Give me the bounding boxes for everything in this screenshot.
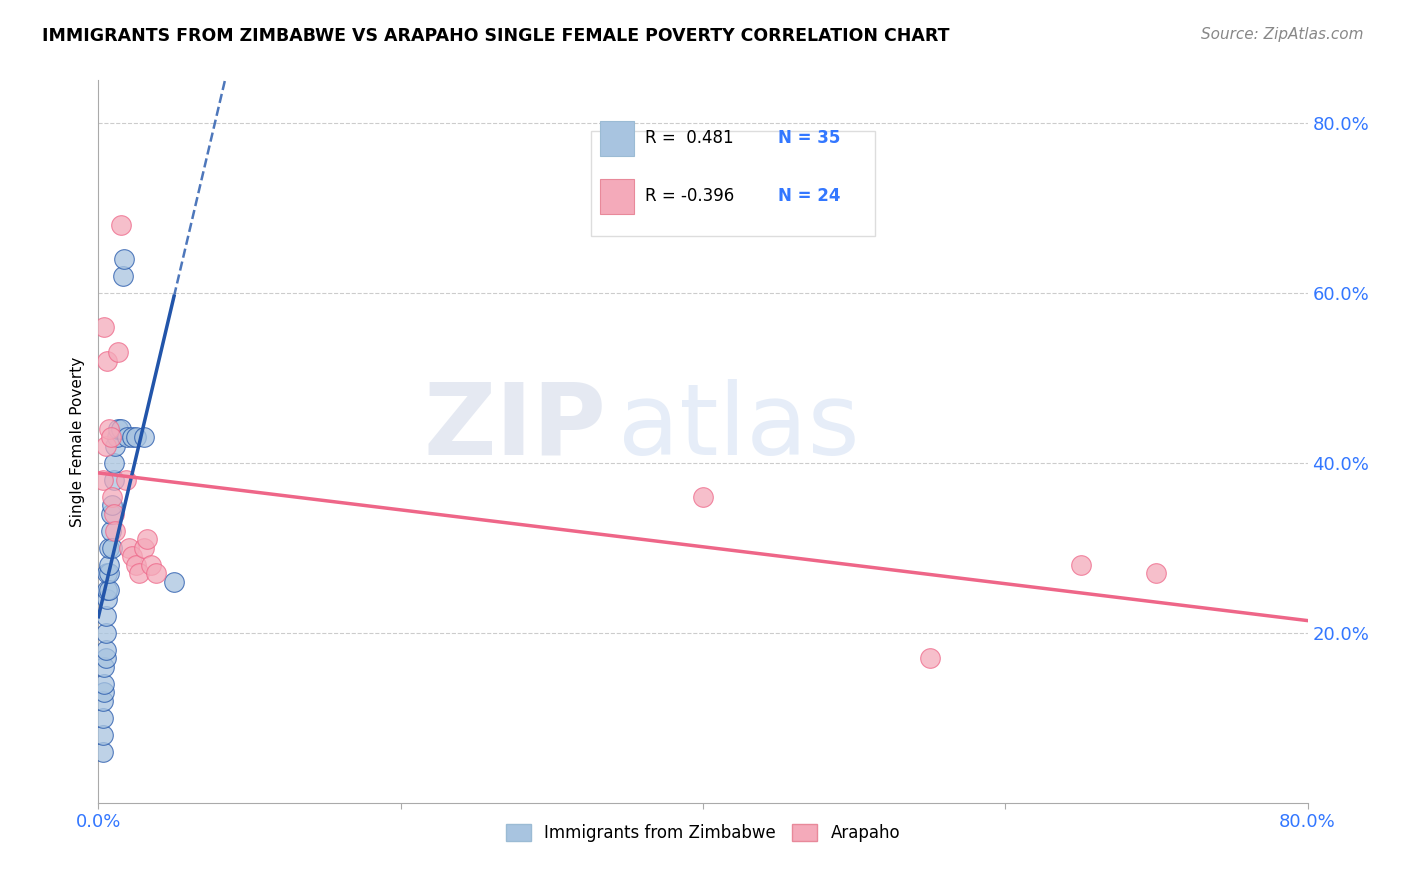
Point [121,549,143,564]
Point [103,456,125,470]
Text: ZIP: ZIP [423,378,606,475]
Point [98,422,121,436]
Point [93,677,115,691]
Text: IMMIGRANTS FROM ZIMBABWE VS ARAPAHO SINGLE FEMALE POVERTY CORRELATION CHART: IMMIGRANTS FROM ZIMBABWE VS ARAPAHO SING… [42,27,949,45]
Bar [600,179,634,214]
Point [103,507,125,521]
Point [111,268,134,283]
Point [1144,566,1167,581]
Point [94,651,117,665]
Text: atlas: atlas [619,378,860,475]
Point [115,430,138,444]
Y-axis label: Single Female Poverty: Single Female Poverty [69,357,84,526]
Point [91,473,114,487]
Point [135,533,157,547]
Point [96,353,118,368]
Point [105,430,128,444]
Point [128,566,150,581]
Point [100,507,122,521]
Bar [600,121,634,156]
Point [1070,558,1092,572]
Point [98,566,121,581]
Text: N = 35: N = 35 [778,129,841,147]
Point [107,345,129,359]
Point [141,558,163,572]
Point [91,745,114,759]
Point [125,430,148,444]
Point [96,583,118,598]
Point [101,498,124,512]
Text: R =  0.481: R = 0.481 [645,129,734,147]
Point [101,490,124,504]
Point [93,685,115,699]
Point [100,524,122,538]
Point [96,591,118,606]
Point [110,422,132,436]
Point [96,566,118,581]
Point [118,541,141,555]
Point [692,490,714,504]
Point [98,541,121,555]
Point [132,541,155,555]
Text: N = 24: N = 24 [778,187,841,205]
Point [94,439,117,453]
Point [94,642,117,657]
Point [125,558,148,572]
Point [93,319,115,334]
Point [100,430,122,444]
Point [94,625,117,640]
FancyBboxPatch shape [591,131,875,235]
Point [163,574,186,589]
Point [104,524,127,538]
Point [145,566,167,581]
Point [91,711,114,725]
Point [114,473,136,487]
Point [98,558,121,572]
Point [98,583,121,598]
Point [110,218,132,232]
Point [103,473,125,487]
Point [107,422,129,436]
Point [918,651,941,665]
Point [101,541,124,555]
Point [132,430,155,444]
Point [91,728,114,742]
Text: Source: ZipAtlas.com: Source: ZipAtlas.com [1201,27,1364,42]
Text: R = -0.396: R = -0.396 [645,187,734,205]
Point [93,660,115,674]
Point [104,439,127,453]
Point [121,430,143,444]
Point [112,252,135,266]
Point [91,694,114,708]
Point [94,608,117,623]
Legend: Immigrants from Zimbabwe, Arapaho: Immigrants from Zimbabwe, Arapaho [499,817,907,848]
